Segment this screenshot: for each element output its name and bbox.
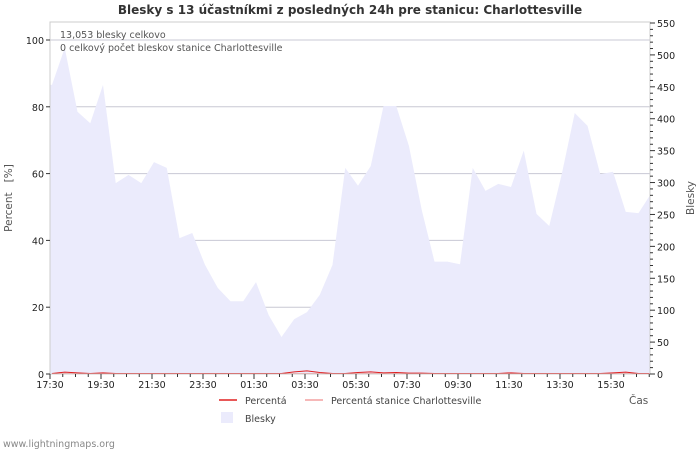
legend-swatch-blesky <box>221 412 233 423</box>
plot-frame <box>49 21 651 375</box>
x-tick-label: 19:30 <box>87 380 114 391</box>
legend-label-percenta: Percentá <box>245 396 287 407</box>
y-left-tick-label: 0 <box>38 370 44 381</box>
y-right-tick-label: 300 <box>657 179 675 190</box>
annotation-total: 13,053 blesky celkovo <box>60 30 166 41</box>
y-right-tick-label: 400 <box>657 115 675 126</box>
y-left-tick-label: 20 <box>32 303 44 314</box>
y-axis-right-label: Blesky <box>685 181 697 215</box>
y-left-tick-label: 100 <box>26 36 44 47</box>
x-tick-label: 15:30 <box>597 380 624 391</box>
chart-title: Blesky s 13 účastníkmi z posledných 24h … <box>118 3 582 17</box>
y-left-tick-label: 80 <box>32 103 44 114</box>
x-tick-label: 17:30 <box>36 380 63 391</box>
y-right-tick-label: 50 <box>657 338 669 349</box>
y-axis-left-label: Percent [%] <box>3 164 15 232</box>
annotation-station: 0 celkový počet bleskov stanice Charlott… <box>60 43 283 54</box>
y-right-tick-label: 350 <box>657 147 675 158</box>
x-tick-label: 09:30 <box>444 380 471 391</box>
x-tick-label: 13:30 <box>546 380 573 391</box>
y-right-tick-label: 250 <box>657 210 675 221</box>
x-axis-label: Čas <box>629 394 648 407</box>
y-right-tick-label: 0 <box>657 370 663 381</box>
x-tick-label: 03:30 <box>291 380 318 391</box>
footer-link[interactable]: www.lightningmaps.org <box>3 439 115 450</box>
x-tick-label: 07:30 <box>393 380 420 391</box>
y-right-tick-label: 100 <box>657 306 675 317</box>
y-right-tick-label: 450 <box>657 83 675 94</box>
y-left-tick-label: 60 <box>32 170 44 181</box>
x-tick-label: 23:30 <box>189 380 216 391</box>
y-right-tick-label: 500 <box>657 51 675 62</box>
y-left-tick-label: 40 <box>32 236 44 247</box>
y-right-tick-label: 200 <box>657 242 675 253</box>
series-blesky-area <box>50 47 650 374</box>
legend-label-station: Percentá stanice Charlottesville <box>331 396 481 407</box>
legend-label-blesky: Blesky <box>245 414 276 425</box>
y-right-tick-label: 150 <box>657 274 675 285</box>
x-tick-label: 11:30 <box>495 380 522 391</box>
x-tick-label: 21:30 <box>138 380 165 391</box>
x-tick-label: 05:30 <box>342 380 369 391</box>
y-right-tick-label: 550 <box>657 19 675 30</box>
x-tick-label: 01:30 <box>240 380 267 391</box>
